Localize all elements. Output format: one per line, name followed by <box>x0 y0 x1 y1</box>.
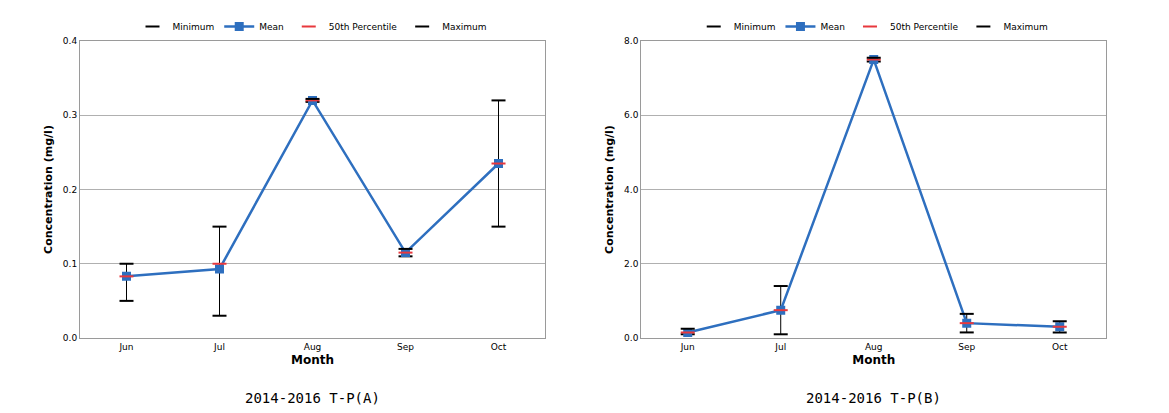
svg-text:Month: Month <box>291 353 334 367</box>
svg-text:Oct: Oct <box>491 342 507 352</box>
svg-text:2014-2016 T-P(A): 2014-2016 T-P(A) <box>245 390 380 406</box>
svg-text:0.4: 0.4 <box>63 36 78 46</box>
svg-text:Aug: Aug <box>304 342 322 352</box>
svg-text:Concentration (mg/l): Concentration (mg/l) <box>42 125 55 254</box>
svg-text:2.0: 2.0 <box>624 259 639 269</box>
svg-text:Maximum: Maximum <box>1003 22 1047 32</box>
svg-text:Jun: Jun <box>118 342 133 352</box>
svg-text:Mean: Mean <box>259 22 284 32</box>
svg-text:0.0: 0.0 <box>63 333 78 343</box>
svg-text:8.0: 8.0 <box>624 36 639 46</box>
svg-text:4.0: 4.0 <box>624 185 639 195</box>
svg-text:0.3: 0.3 <box>63 110 77 120</box>
svg-text:Concentration (mg/l): Concentration (mg/l) <box>603 125 616 254</box>
svg-text:Sep: Sep <box>397 342 414 352</box>
svg-text:Minimum: Minimum <box>173 22 215 32</box>
svg-text:0.1: 0.1 <box>63 259 77 269</box>
svg-text:Maximum: Maximum <box>442 22 486 32</box>
svg-text:Month: Month <box>852 353 895 367</box>
svg-text:6.0: 6.0 <box>624 110 639 120</box>
svg-text:Jul: Jul <box>213 342 225 352</box>
svg-text:Jun: Jun <box>680 342 695 352</box>
svg-text:Sep: Sep <box>958 342 975 352</box>
svg-text:Minimum: Minimum <box>734 22 776 32</box>
svg-text:0.2: 0.2 <box>63 185 77 195</box>
svg-text:Mean: Mean <box>820 22 845 32</box>
svg-text:50th Percentile: 50th Percentile <box>329 22 397 32</box>
svg-text:Jul: Jul <box>774 342 786 352</box>
svg-text:2014-2016 T-P(B): 2014-2016 T-P(B) <box>806 390 941 406</box>
svg-text:50th Percentile: 50th Percentile <box>890 22 958 32</box>
svg-text:Aug: Aug <box>865 342 883 352</box>
svg-text:Oct: Oct <box>1052 342 1068 352</box>
svg-text:0.0: 0.0 <box>624 333 639 343</box>
